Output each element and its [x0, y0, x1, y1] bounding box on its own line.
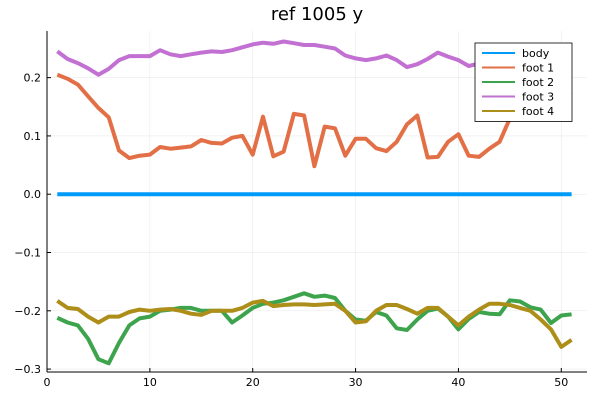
y-tick-label: 0.1: [24, 130, 42, 143]
series-lines: [56, 39, 573, 366]
series-line-foot-4: [56, 298, 573, 349]
axes: 0 10 20 30 40 50 −0.3 −0.2 −0.1 0.0 0.1 0.2: [14, 31, 587, 389]
legend-label: foot 2: [522, 76, 554, 89]
legend-label: foot 1: [522, 62, 554, 75]
y-tick-label: −0.2: [14, 305, 41, 318]
x-tick-label: 0: [44, 376, 51, 389]
x-tick-label: 30: [349, 376, 363, 389]
y-tick-label: 0.2: [24, 72, 42, 85]
series-line-foot-1: [56, 65, 573, 169]
legend-label: foot 3: [522, 91, 554, 104]
x-tick-label: 40: [451, 376, 465, 389]
y-tick-label: −0.1: [14, 247, 41, 260]
legend-label: body: [522, 47, 550, 60]
x-tick-label: 50: [554, 376, 568, 389]
x-tick-label: 20: [246, 376, 260, 389]
series-line-foot-2: [56, 291, 572, 366]
x-tick-label: 10: [143, 376, 157, 389]
y-tick-label: 0.0: [24, 188, 42, 201]
legend-label: foot 4: [522, 105, 554, 118]
y-tick-label: −0.3: [14, 363, 41, 376]
chart-title: ref 1005 y: [271, 4, 364, 25]
